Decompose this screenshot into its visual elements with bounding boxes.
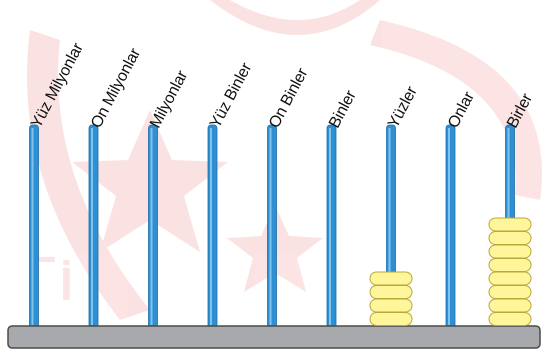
abacus-base	[7, 325, 541, 349]
abacus-rod	[148, 124, 158, 329]
abacus-rod-highlight	[329, 128, 331, 325]
abacus-rod	[207, 124, 218, 329]
abacus-rod-highlight	[31, 128, 34, 325]
abacus-bead	[369, 312, 413, 326]
abacus-rod	[29, 124, 39, 329]
abacus-bead	[488, 312, 532, 326]
abacus-bead	[369, 271, 413, 286]
abacus-bead	[369, 285, 413, 299]
abacus-rod-highlight	[91, 128, 93, 325]
abacus-rod	[88, 124, 99, 329]
abacus-rod-highlight	[210, 128, 212, 325]
abacus-bead	[369, 298, 413, 313]
abacus-rod-highlight	[150, 128, 153, 325]
abacus-bead	[488, 271, 532, 286]
abacus-rod-highlight	[269, 128, 272, 325]
abacus-rod	[445, 124, 456, 329]
abacus-bead	[488, 217, 532, 232]
abacus-rod	[267, 124, 277, 329]
abacus-bead	[488, 298, 532, 313]
abacus-rod-highlight	[388, 128, 391, 325]
abacus-bead	[488, 244, 532, 259]
abacus-rod	[326, 124, 337, 329]
abacus-bead	[488, 231, 532, 245]
abacus-rod-highlight	[448, 128, 450, 325]
abacus-bead	[488, 285, 532, 299]
abacus-bead	[488, 258, 532, 272]
